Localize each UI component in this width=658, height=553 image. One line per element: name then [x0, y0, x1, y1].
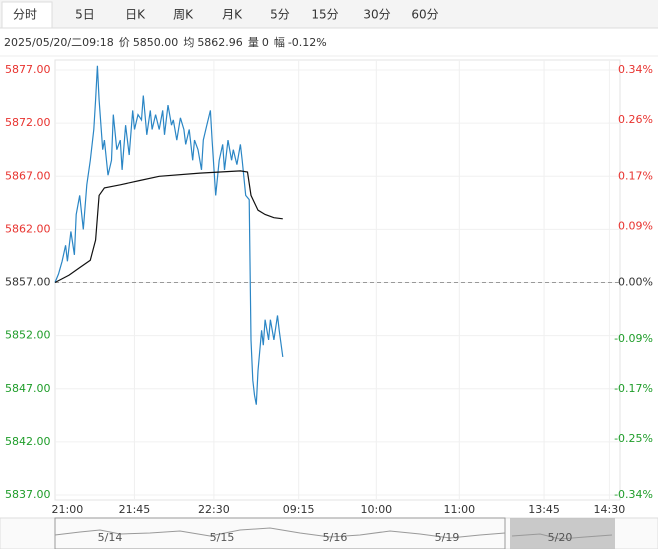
- info-label: 量: [248, 36, 259, 49]
- series-line: [54, 170, 283, 284]
- navigator-date: 5/19: [435, 531, 460, 544]
- tab[interactable]: 5日: [75, 8, 95, 22]
- tab[interactable]: 15分: [311, 8, 338, 22]
- navigator-date: 5/14: [98, 531, 123, 544]
- y-tick-label: 5877.00: [5, 63, 51, 76]
- tab-bar: [0, 0, 658, 28]
- y-tick-label: 5842.00: [5, 435, 51, 448]
- tab[interactable]: 60分: [411, 8, 438, 22]
- y2-tick-label: -0.34%: [614, 488, 653, 501]
- y-tick-label: 5857.00: [5, 276, 51, 289]
- tab[interactable]: 周K: [173, 8, 194, 22]
- navigator-date: 5/15: [210, 531, 235, 544]
- tab[interactable]: 5分: [270, 8, 290, 22]
- x-tick-label: 11:00: [443, 503, 475, 516]
- info-value: 5850.00: [133, 36, 179, 49]
- y-tick-label: 5867.00: [5, 169, 51, 182]
- y2-tick-label: -0.17%: [614, 382, 653, 395]
- y2-tick-label: 0.34%: [618, 63, 653, 76]
- x-tick-label: 21:45: [119, 503, 151, 516]
- active-tab: [1, 1, 53, 29]
- x-tick-label: 09:15: [283, 503, 315, 516]
- y-tick-label: 5872.00: [5, 116, 51, 129]
- info-label: 价: [119, 36, 130, 49]
- tabs: 分时 5日 日K 周K 月K 5分 15分 30分 60分: [1, 1, 439, 29]
- y-tick-label: 5852.00: [5, 329, 51, 342]
- x-tick-label: 21:00: [52, 503, 84, 516]
- navigator-date: 5/16: [323, 531, 348, 544]
- navigator-sparkline: [54, 527, 613, 540]
- info-value: 5862.96: [197, 36, 243, 49]
- info-time: 2025/05/20/二09:18: [4, 36, 114, 49]
- tab[interactable]: 月K: [222, 8, 243, 22]
- info-label: 幅: [274, 36, 285, 49]
- navigator-selection[interactable]: [510, 518, 615, 549]
- x-tick-label: 13:45: [528, 503, 560, 516]
- tab[interactable]: 分时: [13, 8, 37, 22]
- y-tick-label: 5847.00: [5, 382, 51, 395]
- x-tick-label: 10:00: [360, 503, 392, 516]
- y2-tick-label: -0.09%: [614, 332, 653, 345]
- info-value: -0.12%: [288, 36, 327, 49]
- x-tick-label: 14:30: [594, 503, 626, 516]
- y-tick-label: 5837.00: [5, 488, 51, 501]
- info-value: 0: [262, 36, 269, 49]
- info-line: 2025/05/20/二09:18 价 5850.00 均 5862.96 量 0 幅 -0.1…: [4, 36, 327, 49]
- y-tick-label: 5862.00: [5, 222, 51, 235]
- info-label: 均: [183, 36, 194, 49]
- y2-tick-label: 0.09%: [618, 219, 653, 232]
- tab[interactable]: 30分: [363, 8, 390, 22]
- y2-tick-label: 0.00%: [618, 276, 653, 289]
- navigator-date: 5/20: [548, 531, 573, 544]
- tab[interactable]: 日K: [125, 8, 146, 22]
- x-tick-label: 22:30: [198, 503, 230, 516]
- series-line: [54, 65, 284, 405]
- y2-tick-label: 0.17%: [618, 169, 653, 182]
- y2-tick-label: -0.25%: [614, 432, 653, 445]
- y2-tick-label: 0.26%: [618, 113, 653, 126]
- plot-frame: [54, 59, 621, 501]
